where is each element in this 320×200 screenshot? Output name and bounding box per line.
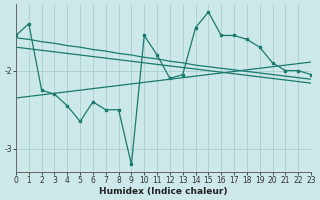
X-axis label: Humidex (Indice chaleur): Humidex (Indice chaleur) (99, 187, 228, 196)
